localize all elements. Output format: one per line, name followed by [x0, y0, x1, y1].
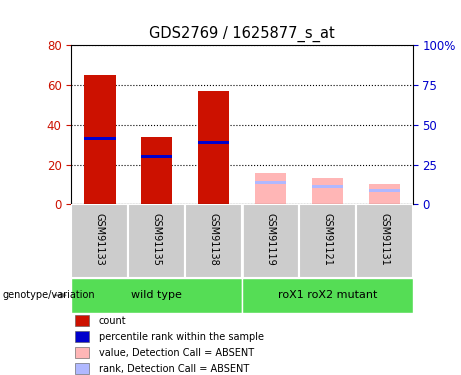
Text: GSM91121: GSM91121: [322, 213, 332, 266]
Title: GDS2769 / 1625877_s_at: GDS2769 / 1625877_s_at: [149, 26, 335, 42]
Bar: [141, 136, 172, 204]
Text: percentile rank within the sample: percentile rank within the sample: [99, 332, 264, 342]
Bar: [299, 204, 356, 278]
Text: GSM91133: GSM91133: [95, 213, 105, 266]
Bar: [255, 181, 286, 184]
Text: GSM91135: GSM91135: [152, 213, 162, 266]
Bar: [128, 204, 185, 278]
Text: genotype/variation: genotype/variation: [2, 290, 95, 300]
Bar: [75, 347, 89, 358]
Bar: [75, 363, 89, 374]
Bar: [198, 141, 229, 144]
Bar: [312, 185, 343, 188]
Text: GSM91138: GSM91138: [208, 213, 219, 266]
Text: rank, Detection Call = ABSENT: rank, Detection Call = ABSENT: [99, 364, 249, 374]
Bar: [185, 204, 242, 278]
Bar: [198, 91, 229, 204]
Bar: [84, 75, 116, 204]
Text: count: count: [99, 315, 126, 326]
Bar: [141, 155, 172, 158]
Bar: [242, 204, 299, 278]
Bar: [312, 178, 343, 204]
Bar: [255, 174, 286, 204]
Bar: [84, 138, 116, 140]
Bar: [242, 278, 413, 313]
Text: GSM91131: GSM91131: [379, 213, 389, 266]
Bar: [71, 204, 128, 278]
Bar: [368, 189, 400, 192]
Bar: [356, 204, 413, 278]
Text: GSM91119: GSM91119: [266, 213, 276, 266]
Bar: [368, 184, 400, 204]
Bar: [75, 315, 89, 326]
Bar: [71, 278, 242, 313]
Text: value, Detection Call = ABSENT: value, Detection Call = ABSENT: [99, 348, 254, 358]
Bar: [75, 331, 89, 342]
Text: roX1 roX2 mutant: roX1 roX2 mutant: [278, 290, 377, 300]
Text: wild type: wild type: [131, 290, 182, 300]
